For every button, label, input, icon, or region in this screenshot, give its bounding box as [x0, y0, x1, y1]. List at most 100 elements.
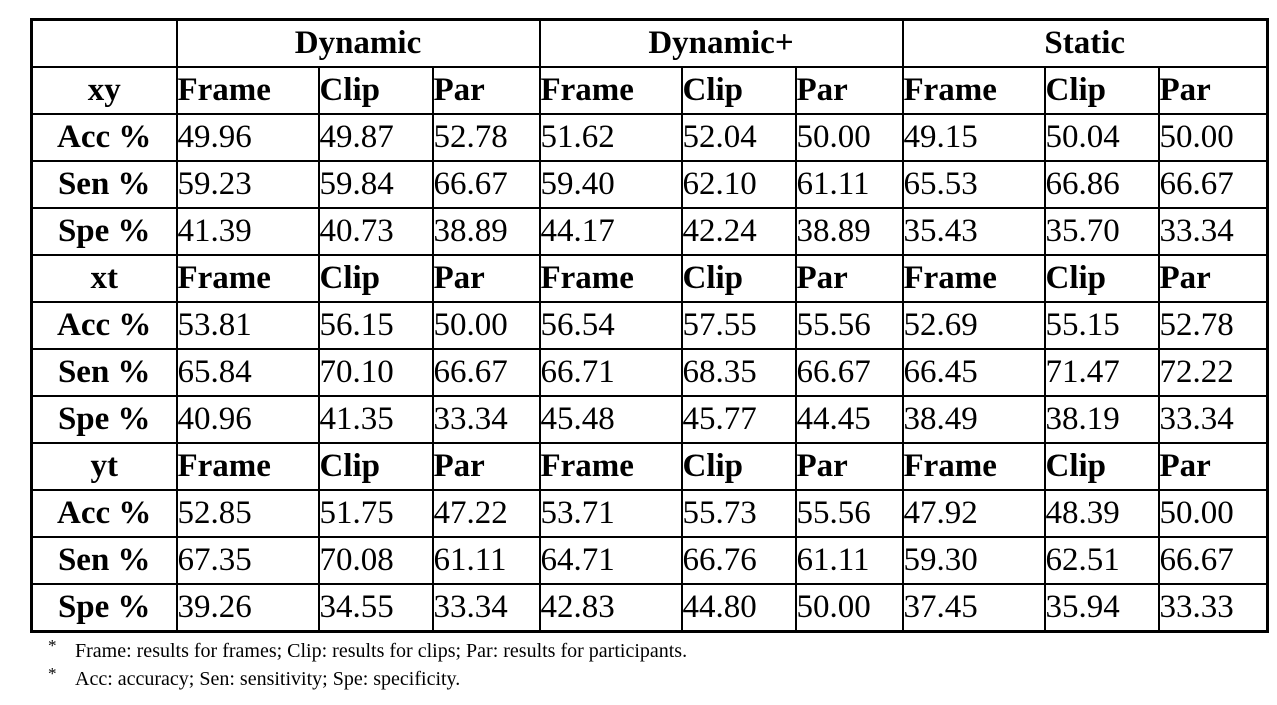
- value-cell: 66.67: [431, 160, 541, 209]
- value-cell: 67.35: [175, 536, 320, 585]
- sub-header-cell: Clip: [1043, 254, 1160, 303]
- row-label-cell: Acc %: [30, 301, 178, 350]
- sub-header-cell: Par: [1157, 442, 1269, 491]
- sub-header-cell: Par: [431, 254, 541, 303]
- section-key-cell: xy: [30, 66, 178, 115]
- metric-row: Spe % 39.26 34.55 33.34 42.83 44.80 50.00 37.45…: [30, 583, 1269, 633]
- value-cell: 56.15: [317, 301, 434, 350]
- value-cell: 34.55: [317, 583, 434, 633]
- row-label-cell: Acc %: [30, 113, 178, 162]
- value-cell: 40.96: [175, 395, 320, 444]
- value-cell: 66.76: [680, 536, 797, 585]
- value-cell: 33.33: [1157, 583, 1269, 633]
- sub-header-cell: Frame: [175, 66, 320, 115]
- results-table: Dynamic Dynamic+ Static xy Frame Clip Par Fr…: [30, 18, 1269, 633]
- value-cell: 55.73: [680, 489, 797, 538]
- value-cell: 41.35: [317, 395, 434, 444]
- value-cell: 47.92: [901, 489, 1046, 538]
- value-cell: 42.83: [538, 583, 683, 633]
- value-cell: 59.40: [538, 160, 683, 209]
- value-cell: 35.70: [1043, 207, 1160, 256]
- value-cell: 65.53: [901, 160, 1046, 209]
- sub-header-cell: Clip: [1043, 66, 1160, 115]
- value-cell: 50.04: [1043, 113, 1160, 162]
- value-cell: 56.54: [538, 301, 683, 350]
- value-cell: 38.19: [1043, 395, 1160, 444]
- group-header-dynamic: Dynamic: [175, 18, 541, 68]
- value-cell: 44.17: [538, 207, 683, 256]
- value-cell: 66.45: [901, 348, 1046, 397]
- row-label-cell: Spe %: [30, 395, 178, 444]
- value-cell: 66.67: [1157, 536, 1269, 585]
- footnote-text: Acc: accuracy; Sen: sensitivity; Spe: sp…: [75, 668, 461, 690]
- value-cell: 50.00: [431, 301, 541, 350]
- value-cell: 61.11: [794, 160, 904, 209]
- section-header-row-xy: xy Frame Clip Par Frame Clip Par Frame Clip Par: [30, 66, 1269, 115]
- sub-header-cell: Clip: [1043, 442, 1160, 491]
- value-cell: 44.80: [680, 583, 797, 633]
- value-cell: 35.43: [901, 207, 1046, 256]
- value-cell: 50.00: [1157, 489, 1269, 538]
- value-cell: 38.49: [901, 395, 1046, 444]
- value-cell: 49.96: [175, 113, 320, 162]
- section-key-cell: yt: [30, 442, 178, 491]
- value-cell: 55.56: [794, 489, 904, 538]
- row-label-cell: Spe %: [30, 207, 178, 256]
- metric-row: Acc % 52.85 51.75 47.22 53.71 55.73 55.56 47.92…: [30, 489, 1269, 538]
- metric-row: Acc % 53.81 56.15 50.00 56.54 57.55 55.56 52.69…: [30, 301, 1269, 350]
- value-cell: 44.45: [794, 395, 904, 444]
- sub-header-cell: Par: [431, 66, 541, 115]
- value-cell: 33.34: [1157, 395, 1269, 444]
- value-cell: 33.34: [1157, 207, 1269, 256]
- value-cell: 65.84: [175, 348, 320, 397]
- value-cell: 62.10: [680, 160, 797, 209]
- section-header-row-yt: yt Frame Clip Par Frame Clip Par Frame Clip Par: [30, 442, 1269, 491]
- sub-header-cell: Clip: [317, 442, 434, 491]
- value-cell: 52.78: [431, 113, 541, 162]
- value-cell: 64.71: [538, 536, 683, 585]
- value-cell: 37.45: [901, 583, 1046, 633]
- value-cell: 66.67: [431, 348, 541, 397]
- group-header-static: Static: [901, 18, 1269, 68]
- value-cell: 62.51: [1043, 536, 1160, 585]
- value-cell: 50.00: [1157, 113, 1269, 162]
- value-cell: 59.23: [175, 160, 320, 209]
- section-header-row-xt: xt Frame Clip Par Frame Clip Par Frame Clip Par: [30, 254, 1269, 303]
- value-cell: 40.73: [317, 207, 434, 256]
- footnote-marker: *: [48, 664, 57, 683]
- sub-header-cell: Clip: [680, 442, 797, 491]
- value-cell: 61.11: [794, 536, 904, 585]
- value-cell: 50.00: [794, 583, 904, 633]
- footnote-text: Frame: results for frames; Clip: results…: [75, 640, 688, 662]
- footnote-abbrev-columns: * Frame: results for frames; Clip: result…: [48, 636, 688, 665]
- value-cell: 33.34: [431, 395, 541, 444]
- corner-cell: [30, 18, 178, 68]
- value-cell: 70.10: [317, 348, 434, 397]
- sub-header-cell: Par: [431, 442, 541, 491]
- value-cell: 59.84: [317, 160, 434, 209]
- value-cell: 42.24: [680, 207, 797, 256]
- group-header-row: Dynamic Dynamic+ Static: [30, 18, 1269, 68]
- sub-header-cell: Clip: [680, 254, 797, 303]
- value-cell: 51.62: [538, 113, 683, 162]
- sub-header-cell: Par: [1157, 66, 1269, 115]
- row-label-cell: Sen %: [30, 160, 178, 209]
- value-cell: 51.75: [317, 489, 434, 538]
- value-cell: 45.77: [680, 395, 797, 444]
- value-cell: 47.22: [431, 489, 541, 538]
- row-label-cell: Sen %: [30, 536, 178, 585]
- value-cell: 61.11: [431, 536, 541, 585]
- sub-header-cell: Frame: [538, 442, 683, 491]
- table-body: xy Frame Clip Par Frame Clip Par Frame Clip Par Ac…: [30, 66, 1269, 633]
- row-label-cell: Acc %: [30, 489, 178, 538]
- sub-header-cell: Frame: [175, 442, 320, 491]
- footnotes: * Frame: results for frames; Clip: result…: [48, 636, 688, 693]
- value-cell: 72.22: [1157, 348, 1269, 397]
- group-header-dynamic-plus: Dynamic+: [538, 18, 904, 68]
- value-cell: 66.86: [1043, 160, 1160, 209]
- value-cell: 50.00: [794, 113, 904, 162]
- value-cell: 45.48: [538, 395, 683, 444]
- metric-row: Sen % 65.84 70.10 66.67 66.71 68.35 66.67 66.45…: [30, 348, 1269, 397]
- value-cell: 55.15: [1043, 301, 1160, 350]
- metric-row: Sen % 67.35 70.08 61.11 64.71 66.76 61.11 59.30…: [30, 536, 1269, 585]
